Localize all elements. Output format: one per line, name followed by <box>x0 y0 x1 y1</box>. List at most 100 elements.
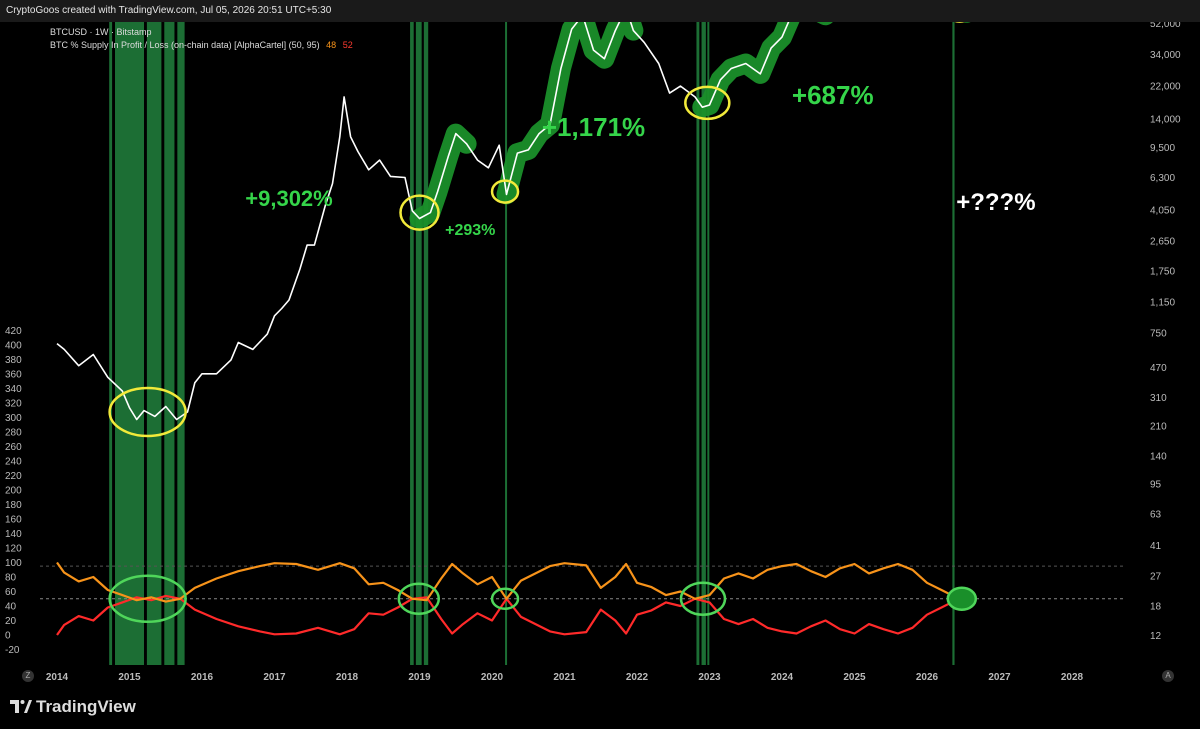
loss-value: 52 <box>342 40 353 50</box>
highlight-band <box>505 22 508 665</box>
time-axis-tick: 2026 <box>916 672 939 683</box>
left-axis-tick: 80 <box>5 573 17 584</box>
left-axis-tick: 280 <box>5 428 22 439</box>
current-cross-circle <box>946 586 978 611</box>
cross-circle <box>108 574 187 623</box>
footer <box>0 690 1200 729</box>
time-axis-tick: 2014 <box>46 672 69 683</box>
indicator-legend[interactable]: BTC % Supply In Profit / Loss (on-chain … <box>50 40 353 50</box>
time-axis-tick: 2023 <box>698 672 721 683</box>
gain-annotation: +293% <box>445 222 495 239</box>
left-axis-tick: 0 <box>5 631 11 642</box>
highlight-band <box>410 22 414 665</box>
left-axis-tick: 220 <box>5 471 22 482</box>
left-axis-tick: 260 <box>5 442 22 453</box>
time-axis-tick: 2027 <box>988 672 1011 683</box>
left-axis-tick: 300 <box>5 413 22 424</box>
right-axis-tick: 9,500 <box>1150 143 1175 154</box>
cross-circle <box>397 582 441 615</box>
left-axis-tick: 180 <box>5 500 22 511</box>
price-bottom-circle <box>684 85 731 121</box>
loss-series-line <box>56 594 964 636</box>
highlight-band <box>164 22 175 665</box>
cross-circle <box>490 587 520 610</box>
right-axis-tick: 41 <box>1150 541 1162 552</box>
highlight-band <box>701 22 706 665</box>
right-axis-tick: 6,300 <box>1150 173 1175 184</box>
right-axis-tick: 1,150 <box>1150 297 1175 308</box>
gain-annotation: +1,171% <box>542 112 645 142</box>
left-axis-tick: 360 <box>5 370 22 381</box>
right-axis-tick: 140 <box>1150 451 1167 462</box>
highlight-band <box>696 22 700 665</box>
profit-series-line <box>56 561 964 603</box>
right-axis-tick: 63 <box>1150 510 1162 521</box>
gain-annotation: +9,302% <box>245 186 332 211</box>
gain-annotation: +???% <box>956 189 1035 216</box>
right-axis-tick: 4,050 <box>1150 205 1175 216</box>
highlight-band <box>146 22 162 665</box>
time-axis-tick: 2025 <box>843 672 866 683</box>
right-axis-tick: 27 <box>1150 572 1162 583</box>
right-axis-tick: 12 <box>1150 631 1162 642</box>
highlight-band <box>952 22 955 665</box>
price-bottom-circle <box>399 194 440 231</box>
left-axis-tick: 20 <box>5 616 17 627</box>
annotations: +9,302% +293% +1,171% +687% +???% <box>245 80 1035 239</box>
time-axis-tick: 2017 <box>263 672 286 683</box>
left-axis-tick: -20 <box>5 645 20 656</box>
timezone-icon[interactable]: Z <box>22 670 34 682</box>
price-bottom-circle <box>490 179 520 204</box>
left-axis-tick: 40 <box>5 602 17 613</box>
right-axis-tick: 2,650 <box>1150 236 1175 247</box>
chart-credit: CryptoGoos created with TradingView.com,… <box>6 5 332 16</box>
time-axis-tick: 2022 <box>626 672 649 683</box>
left-axis-tick: 320 <box>5 399 22 410</box>
highlight-band <box>423 22 429 665</box>
gain-annotation: +687% <box>792 80 874 110</box>
time-axis-tick: 2016 <box>191 672 214 683</box>
right-axis-tick: 52,000 <box>1150 19 1181 30</box>
header-bar: CryptoGoos created with TradingView.com,… <box>0 0 1200 22</box>
highlight-band <box>115 22 144 665</box>
left-axis-tick: 380 <box>5 355 22 366</box>
right-axis-tick: 1,750 <box>1150 267 1175 278</box>
time-axis-tick: 2019 <box>408 672 431 683</box>
left-axis-tick: 400 <box>5 341 22 352</box>
right-axis-tick: 470 <box>1150 363 1167 374</box>
price-bottom-circle <box>108 386 187 438</box>
indicator-name: BTC % Supply In Profit / Loss (on-chain … <box>50 40 320 50</box>
right-axis-tick: 95 <box>1150 480 1162 491</box>
brand-name: TradingView <box>36 697 136 716</box>
highlight-band <box>109 22 113 665</box>
highlight-bands <box>109 22 955 665</box>
time-axis-tick: 2018 <box>336 672 359 683</box>
right-axis-tick: 34,000 <box>1150 50 1181 61</box>
time-axis-tick: 2021 <box>553 672 576 683</box>
left-axis-tick: 200 <box>5 486 22 497</box>
highlight-band <box>707 22 710 665</box>
highlight-band <box>415 22 422 665</box>
left-axis-tick: 100 <box>5 558 22 569</box>
time-axis-tick: 2020 <box>481 672 504 683</box>
cross-circle <box>679 581 727 616</box>
time-axis-tick: 2028 <box>1061 672 1084 683</box>
left-axis-tick: 420 <box>5 326 22 337</box>
left-axis-tick: 340 <box>5 384 22 395</box>
right-axis-tick: 14,000 <box>1150 115 1181 126</box>
left-axis: 4204003803603403203002802602402202001801… <box>5 326 22 656</box>
left-axis-tick: 60 <box>5 587 17 598</box>
time-axis-tick: 2015 <box>118 672 141 683</box>
right-axis-tick: 310 <box>1150 393 1167 404</box>
left-axis-tick: 120 <box>5 544 22 555</box>
symbol-legend[interactable]: BTCUSD · 1W · Bitstamp <box>50 27 152 37</box>
time-axis: 2014 2015 2016 2017 2018 2019 2020 2021 2022 2023… <box>46 672 1084 683</box>
right-axis-tick: 22,000 <box>1150 82 1181 93</box>
time-axis-tick: 2024 <box>771 672 794 683</box>
right-axis-tick: 18 <box>1150 601 1162 612</box>
highlight-band <box>177 22 185 665</box>
right-axis-tick: 750 <box>1150 329 1167 340</box>
left-axis-tick: 240 <box>5 457 22 468</box>
auto-scale-icon[interactable]: A <box>1162 670 1174 682</box>
